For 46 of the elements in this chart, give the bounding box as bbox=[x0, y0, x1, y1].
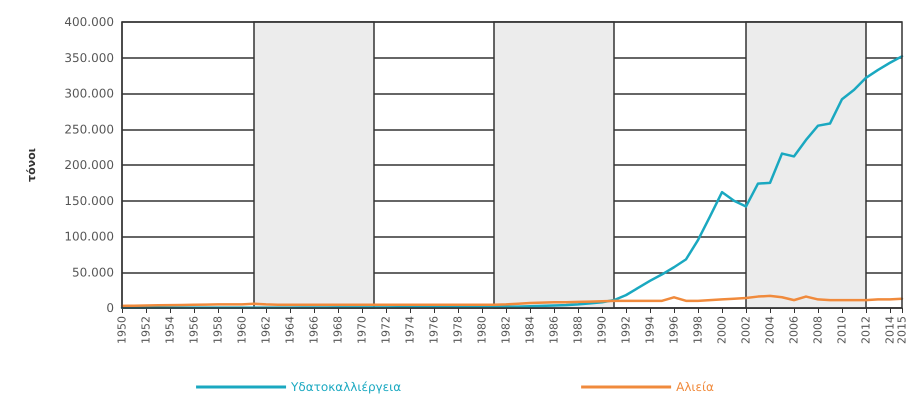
x-tick-label: 1984 bbox=[524, 316, 536, 344]
x-tick-label: 1960 bbox=[236, 316, 248, 344]
x-tick-label: 1976 bbox=[428, 316, 440, 344]
y-tick-label: 400.000 bbox=[64, 15, 114, 29]
x-tick-label: 1968 bbox=[332, 316, 344, 344]
x-tick-label: 2010 bbox=[836, 316, 848, 344]
x-tick-label: 1956 bbox=[188, 316, 200, 344]
x-tick-label: 1972 bbox=[380, 316, 392, 344]
x-tick-label: 1988 bbox=[572, 316, 584, 344]
y-tick-label: 200.000 bbox=[64, 158, 114, 172]
x-tick-label: 1964 bbox=[284, 316, 296, 344]
x-tick-label: 1994 bbox=[644, 316, 656, 344]
x-tick-label: 2006 bbox=[788, 316, 800, 344]
x-tick-label: 1982 bbox=[500, 316, 512, 344]
y-tick-label: 0 bbox=[106, 301, 114, 315]
y-tick-label: 250.000 bbox=[64, 122, 114, 136]
x-tick-label: 1978 bbox=[452, 316, 464, 344]
x-tick-label: 1990 bbox=[596, 316, 608, 344]
text: Αλιεία bbox=[676, 380, 714, 394]
x-tick-label: 2014 bbox=[884, 316, 896, 344]
x-tick-label: 1992 bbox=[620, 316, 632, 344]
y-tick-label: 100.000 bbox=[64, 230, 114, 244]
x-tick-label: 1980 bbox=[476, 316, 488, 344]
x-tick-label: 2012 bbox=[860, 316, 872, 344]
x-tick-label: 2002 bbox=[740, 316, 752, 344]
x-tick-label: 1966 bbox=[308, 316, 320, 344]
x-tick-label: 1954 bbox=[164, 316, 176, 344]
x-tick-label: 1950 bbox=[116, 316, 128, 344]
x-tick-label: 1986 bbox=[548, 316, 560, 344]
y-tick-label: 50.000 bbox=[72, 265, 114, 280]
x-tick-label: 1962 bbox=[260, 316, 272, 344]
x-tick-label: 1952 bbox=[140, 316, 152, 344]
y-tick-label: 300.000 bbox=[64, 86, 114, 100]
text: Υδατοκαλλιέργεια bbox=[290, 380, 402, 394]
y-axis-title: τόνοι bbox=[25, 148, 38, 182]
y-tick-label: 150.000 bbox=[64, 194, 114, 208]
x-tick-label: 2004 bbox=[764, 316, 776, 344]
x-tick-label: 1970 bbox=[356, 316, 368, 344]
x-tick-label: 1998 bbox=[692, 316, 704, 344]
x-tick-label: 2008 bbox=[812, 316, 824, 344]
x-tick-label: 2000 bbox=[716, 316, 728, 344]
y-tick-label: 350.000 bbox=[64, 50, 114, 65]
x-tick-label: 1958 bbox=[212, 316, 224, 344]
x-tick-label: 2015 bbox=[896, 316, 908, 344]
x-tick-label: 1996 bbox=[668, 316, 680, 344]
x-tick-label: 1974 bbox=[404, 316, 416, 344]
